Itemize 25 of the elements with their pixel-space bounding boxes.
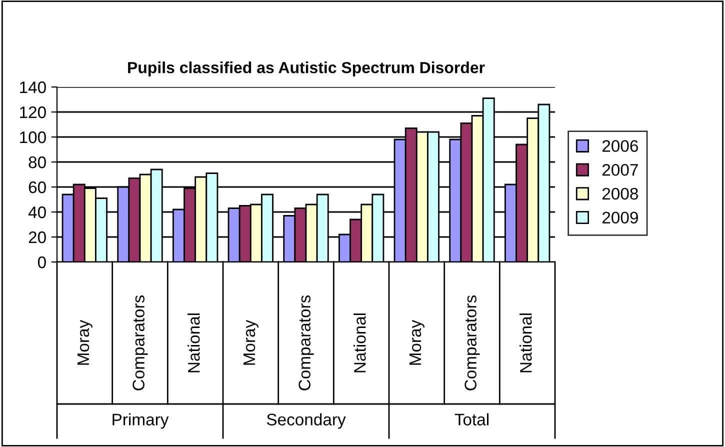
x-tick-label: Moray (244, 320, 258, 365)
x-tick-label: National (520, 314, 532, 372)
text: Primary (112, 413, 169, 429)
y-tick-label: 40 (28, 206, 46, 218)
y-tick-label: 60 (28, 181, 46, 194)
text: Secondary (266, 413, 346, 429)
legend-label: 2008 (602, 188, 638, 200)
text: Total (454, 413, 488, 426)
x-tick-label: Comparators (132, 295, 148, 390)
x-tick-label: Moray (410, 320, 424, 365)
x-tick-label: Moray (78, 320, 92, 365)
x-tick-label: Comparators (464, 295, 480, 390)
x-tick-label: National (354, 314, 366, 372)
legend-label: 2007 (602, 164, 638, 176)
chart-title: Pupils classified as Autistic Spectrum Disorder (128, 62, 485, 76)
x-tick-label: Comparators (298, 295, 314, 390)
y-tick-label: 100 (20, 131, 46, 144)
legend-label: 2006 (602, 140, 638, 152)
y-tick-label: 80 (28, 156, 46, 168)
y-tick-label: 20 (28, 231, 46, 244)
y-tick-label: 0 (38, 256, 46, 268)
legend-label: 2009 (602, 212, 638, 224)
y-tick-label: 140 (20, 81, 46, 94)
x-tick-label: National (188, 314, 200, 372)
y-tick-label: 120 (20, 106, 46, 118)
